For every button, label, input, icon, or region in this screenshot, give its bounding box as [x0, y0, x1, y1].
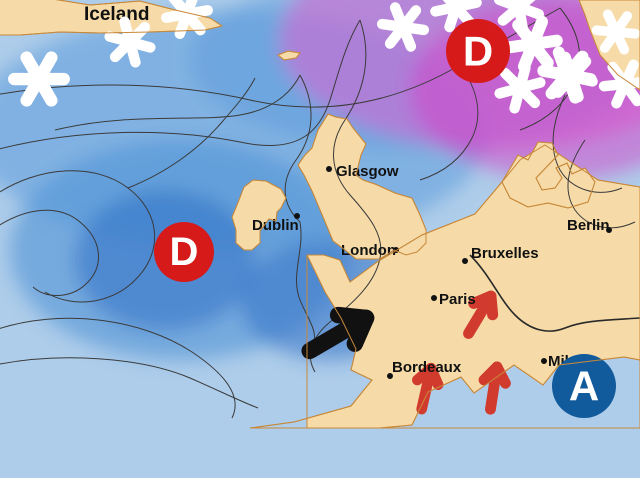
svg-text:Iceland: Iceland: [84, 4, 149, 25]
svg-text:Paris: Paris: [439, 291, 476, 308]
svg-text:Glasgow: Glasgow: [336, 163, 399, 180]
svg-text:D: D: [463, 28, 493, 75]
svg-text:Berlin: Berlin: [567, 217, 610, 234]
svg-text:London: London: [341, 242, 396, 259]
svg-text:A: A: [569, 363, 599, 410]
svg-text:Bordeaux: Bordeaux: [392, 359, 462, 376]
svg-text:D: D: [170, 230, 199, 274]
svg-text:Dublin: Dublin: [252, 217, 299, 234]
svg-text:Bruxelles: Bruxelles: [471, 245, 539, 262]
